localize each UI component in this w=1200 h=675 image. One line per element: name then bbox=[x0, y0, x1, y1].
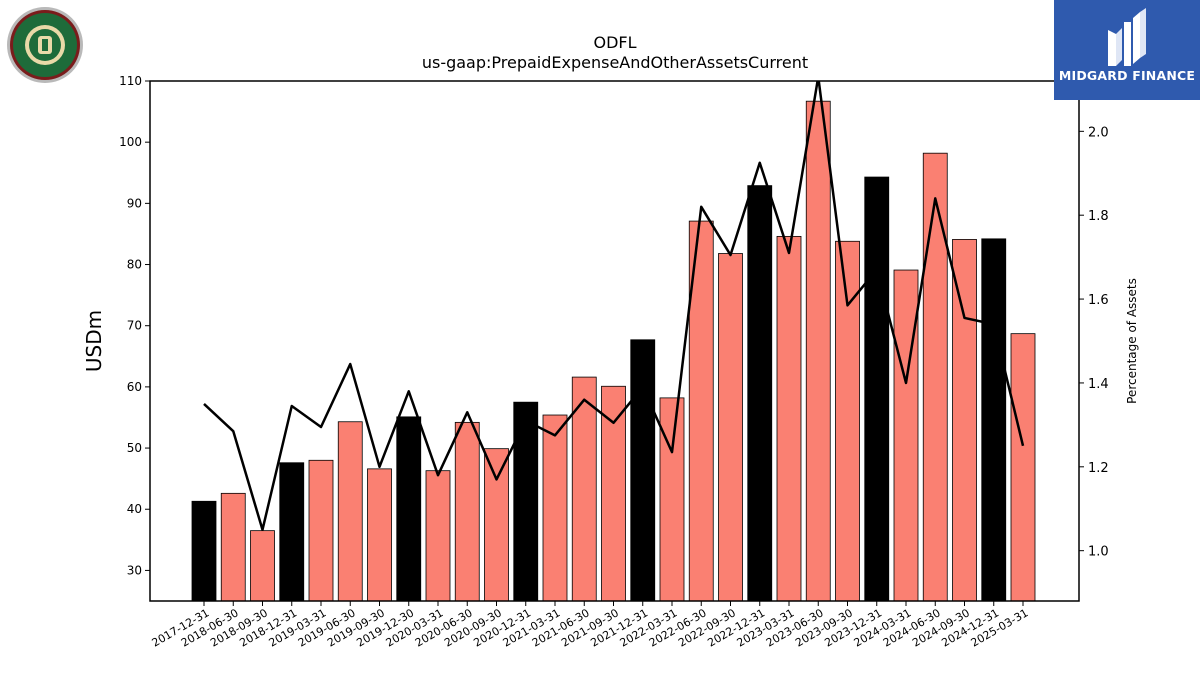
bar-2023-06-30 bbox=[805, 100, 831, 602]
y-tick-label: 100 bbox=[119, 135, 142, 149]
y2-tick-label: 1.4 bbox=[1088, 377, 1109, 392]
chart-subtitle: us-gaap:PrepaidExpenseAndOtherAssetsCurr… bbox=[422, 53, 808, 72]
y2-tick-label: 1.0 bbox=[1088, 545, 1109, 560]
line-layer bbox=[203, 81, 1025, 531]
plot-frame bbox=[149, 80, 1080, 602]
bar-2017-12-31 bbox=[191, 500, 217, 602]
bar-2021-06-30 bbox=[571, 376, 597, 602]
bar-2020-06-30 bbox=[454, 421, 480, 602]
bar-2022-12-31 bbox=[747, 185, 773, 602]
midgard-mark-icon bbox=[1108, 8, 1146, 66]
percentage-line bbox=[203, 81, 1025, 531]
y-tick-label: 40 bbox=[127, 502, 142, 516]
bar-2021-09-30 bbox=[601, 385, 626, 602]
y-tick-label: 80 bbox=[127, 258, 142, 272]
bar-2018-12-31 bbox=[279, 462, 305, 602]
bar-2024-09-30 bbox=[952, 239, 977, 602]
bar-2019-03-31 bbox=[308, 459, 334, 602]
y-tick-label: 70 bbox=[127, 319, 142, 333]
bar-2020-03-31 bbox=[425, 470, 451, 602]
y-tick-label: 110 bbox=[119, 74, 142, 88]
chart-title: ODFL bbox=[593, 33, 636, 52]
y2-axis-label: Percentage of Assets bbox=[1125, 278, 1139, 404]
bar-2025-03-31 bbox=[1010, 333, 1036, 602]
y-axis-ticks: 30 40 50 60 70 80 90 100 110 bbox=[119, 74, 150, 577]
bar-2019-12-30 bbox=[396, 416, 422, 602]
old-dominion-logo-icon bbox=[7, 7, 83, 83]
brand-name: MIDGARD FINANCE bbox=[1058, 68, 1196, 83]
bar-2023-12-31 bbox=[864, 176, 890, 602]
y2-tick-label: 2.0 bbox=[1088, 125, 1109, 140]
y-tick-label: 30 bbox=[127, 563, 142, 577]
bar-group bbox=[191, 100, 1036, 602]
y2-tick-label: 1.8 bbox=[1088, 209, 1109, 224]
bar-2018-09-30 bbox=[250, 530, 275, 602]
x-axis-ticks: 2017-12-312018-06-302018-09-302018-12-31… bbox=[150, 601, 1031, 650]
bar-2024-03-31 bbox=[893, 269, 919, 602]
bar-2020-09-30 bbox=[484, 448, 509, 602]
brand-badge: MIDGARD FINANCE bbox=[1054, 0, 1200, 100]
bar-2024-12-31 bbox=[981, 238, 1007, 602]
bar-2020-12-31 bbox=[513, 401, 539, 602]
y-tick-label: 90 bbox=[127, 196, 142, 210]
bar-2018-06-30 bbox=[220, 492, 246, 602]
bar-2023-03-31 bbox=[776, 235, 802, 602]
bar-2019-09-30 bbox=[367, 468, 392, 602]
bar-2022-09-30 bbox=[718, 253, 743, 602]
y2-axis-ticks: 1.0 1.2 1.4 1.6 1.8 2.0 bbox=[1079, 125, 1109, 560]
y-axis-label: USDm bbox=[82, 310, 106, 372]
y-tick-label: 60 bbox=[127, 380, 142, 394]
y2-tick-label: 1.2 bbox=[1088, 461, 1109, 476]
bar-2019-06-30 bbox=[337, 421, 363, 602]
bar-2021-03-31 bbox=[542, 414, 568, 602]
bar-2022-03-31 bbox=[659, 397, 685, 602]
bar-2024-06-30 bbox=[922, 152, 948, 602]
y2-tick-label: 1.6 bbox=[1088, 293, 1109, 308]
bar-2021-12-31 bbox=[630, 339, 656, 602]
y-tick-label: 50 bbox=[127, 441, 142, 455]
